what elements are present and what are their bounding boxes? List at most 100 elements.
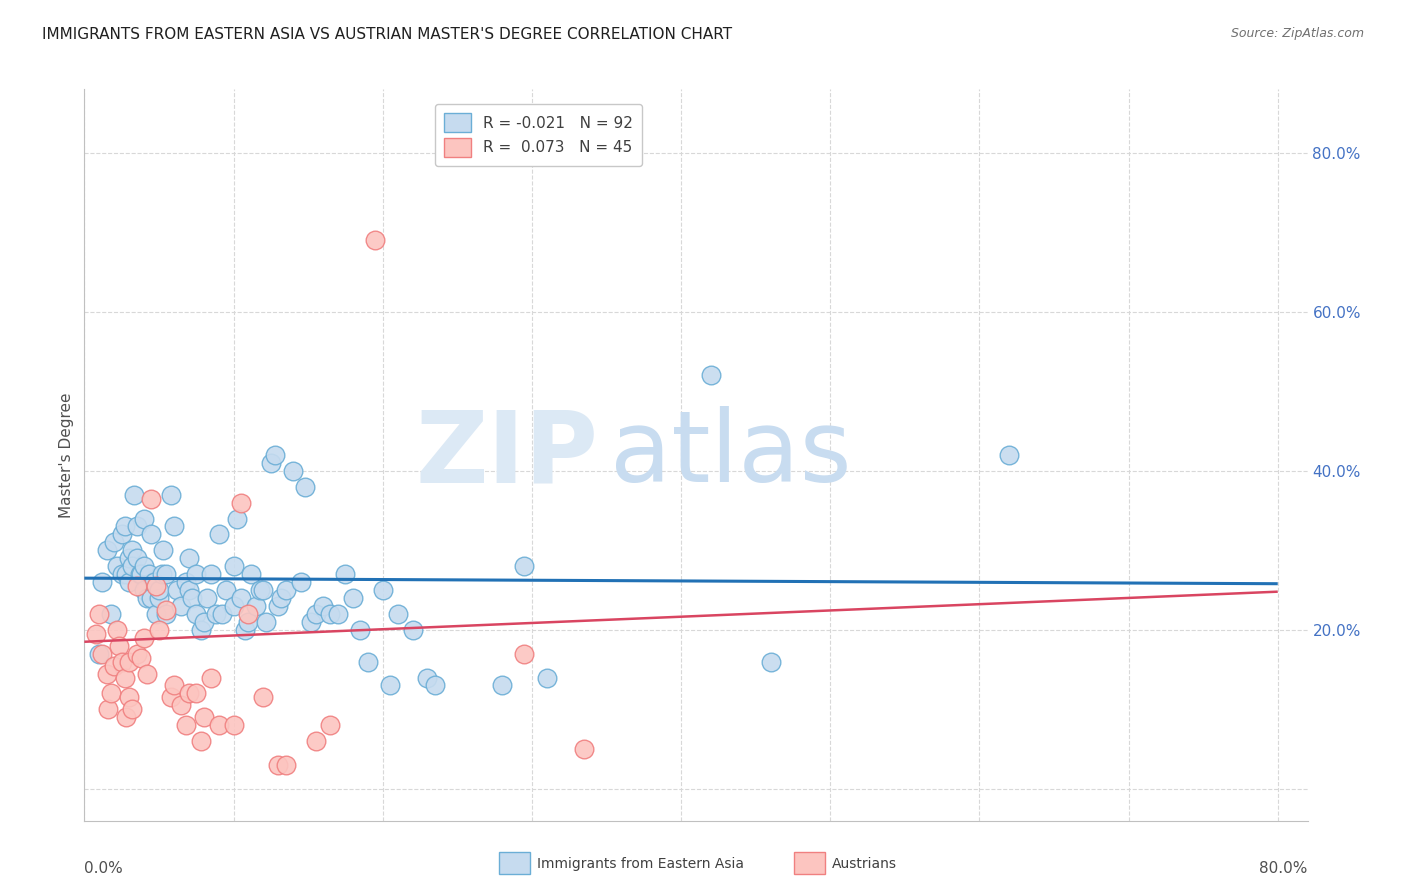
Point	[121, 543, 143, 558]
Point	[128, 567, 150, 582]
Point	[132, 559, 155, 574]
Point	[170, 599, 193, 613]
Point	[998, 448, 1021, 462]
Point	[312, 599, 335, 613]
Point	[349, 623, 371, 637]
Point	[222, 599, 245, 613]
Point	[118, 575, 141, 590]
Point	[91, 575, 114, 590]
Point	[200, 671, 222, 685]
Point	[238, 607, 260, 621]
Point	[380, 678, 402, 692]
Point	[195, 591, 218, 605]
Point	[91, 647, 114, 661]
Point	[572, 742, 595, 756]
Point	[143, 575, 166, 590]
Point	[136, 666, 159, 681]
Point	[103, 535, 125, 549]
Point	[105, 623, 128, 637]
Text: IMMIGRANTS FROM EASTERN ASIA VS AUSTRIAN MASTER'S DEGREE CORRELATION CHART: IMMIGRANTS FROM EASTERN ASIA VS AUSTRIAN…	[42, 27, 733, 42]
Point	[105, 559, 128, 574]
Point	[125, 551, 148, 566]
Point	[152, 543, 174, 558]
Point	[186, 567, 208, 582]
Point	[132, 631, 155, 645]
Point	[107, 639, 129, 653]
Point	[145, 579, 167, 593]
Point	[238, 615, 260, 629]
Point	[759, 655, 782, 669]
Point	[229, 495, 252, 509]
Point	[180, 591, 202, 605]
Point	[148, 623, 170, 637]
Point	[132, 511, 155, 525]
Point	[121, 559, 143, 574]
Point	[132, 583, 155, 598]
Point	[170, 698, 193, 713]
Point	[145, 607, 167, 621]
Point	[387, 607, 409, 621]
Point	[245, 599, 267, 613]
Point	[252, 690, 274, 705]
Point	[148, 583, 170, 598]
Point	[264, 448, 287, 462]
Point	[129, 567, 152, 582]
Point	[115, 710, 138, 724]
Point	[267, 758, 290, 772]
Point	[118, 655, 141, 669]
Point	[342, 591, 364, 605]
Point	[125, 647, 148, 661]
Point	[84, 627, 107, 641]
Legend: R = -0.021   N = 92, R =  0.073   N = 45: R = -0.021 N = 92, R = 0.073 N = 45	[434, 104, 643, 166]
Point	[304, 734, 326, 748]
Point	[136, 591, 159, 605]
Point	[249, 583, 271, 598]
Point	[274, 583, 297, 598]
Point	[114, 519, 136, 533]
Point	[141, 491, 163, 506]
Point	[89, 647, 111, 661]
Point	[190, 623, 212, 637]
Text: 80.0%: 80.0%	[1260, 861, 1308, 876]
Point	[155, 567, 177, 582]
Point	[260, 456, 283, 470]
Point	[211, 607, 233, 621]
Point	[111, 567, 134, 582]
Point	[207, 718, 229, 732]
Point	[125, 579, 148, 593]
Point	[235, 623, 257, 637]
Point	[357, 655, 380, 669]
Point	[111, 527, 134, 541]
Point	[267, 599, 290, 613]
Point	[118, 690, 141, 705]
Point	[225, 511, 247, 525]
Point	[163, 519, 186, 533]
Point	[96, 543, 118, 558]
Point	[222, 718, 245, 732]
Point	[416, 671, 439, 685]
Point	[111, 655, 134, 669]
Point	[103, 658, 125, 673]
Point	[122, 488, 145, 502]
Point	[371, 583, 394, 598]
Point	[186, 686, 208, 700]
Point	[160, 690, 183, 705]
Point	[423, 678, 446, 692]
Point	[254, 615, 277, 629]
Text: 0.0%: 0.0%	[84, 861, 124, 876]
Point	[155, 603, 177, 617]
Point	[96, 666, 118, 681]
Point	[700, 368, 723, 383]
Point	[148, 591, 170, 605]
Point	[115, 567, 138, 582]
Text: Source: ZipAtlas.com: Source: ZipAtlas.com	[1230, 27, 1364, 40]
Point	[97, 702, 120, 716]
Point	[141, 591, 163, 605]
Point	[174, 575, 197, 590]
Point	[204, 607, 226, 621]
Point	[270, 591, 292, 605]
Point	[100, 686, 122, 700]
Y-axis label: Master's Degree: Master's Degree	[59, 392, 75, 517]
Text: Immigrants from Eastern Asia: Immigrants from Eastern Asia	[537, 857, 744, 871]
Point	[186, 607, 208, 621]
